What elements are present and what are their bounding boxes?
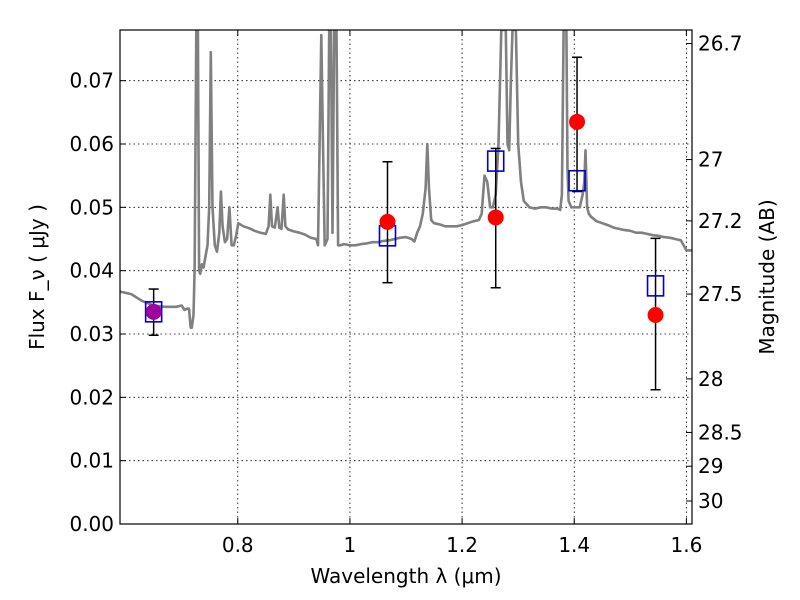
right-tick-label: 28 (698, 367, 723, 391)
right-axis-label: Magnitude (AB) (755, 199, 779, 354)
right-tick-label: 27.2 (698, 209, 743, 233)
x-axis-label: Wavelength λ (μm) (310, 564, 501, 588)
x-tick-label: 1.2 (446, 533, 478, 557)
template-spectrum-line (120, 30, 692, 329)
y-tick-label: 0.06 (69, 132, 114, 156)
observed-flux-point (379, 213, 396, 230)
y-tick-label: 0.07 (69, 69, 114, 93)
observed-flux-point (487, 209, 504, 226)
plot-layer (120, 30, 692, 391)
x-tick-label: 1 (344, 533, 357, 557)
tick-layer: 0.8 1 1.2 1.4 1.6 0.00 0.01 0.02 0.03 0.04 0.05 0.0… (69, 30, 743, 557)
observed-flux-point (647, 307, 664, 323)
y-axis-label: Flux F_ν ( μJy ) (25, 204, 49, 350)
observed-flux-point (569, 113, 586, 130)
right-tick-label: 30 (698, 489, 723, 513)
y-tick-label: 0.02 (69, 385, 114, 409)
y-tick-label: 0.00 (69, 512, 114, 536)
right-tick-label: 27.5 (698, 282, 743, 306)
y-tick-label: 0.03 (69, 322, 114, 346)
plot-frame (119, 29, 693, 525)
observed-flux-point (145, 303, 162, 320)
y-tick-label: 0.01 (69, 449, 114, 473)
right-tick-label: 26.7 (698, 32, 743, 56)
right-tick-label: 27 (698, 148, 723, 172)
model-square-point (646, 275, 665, 297)
model-square-point (568, 169, 586, 192)
x-tick-label: 1.4 (558, 533, 590, 557)
model-square-point (486, 150, 505, 172)
right-tick-label: 28.5 (698, 420, 743, 444)
right-tick-label: 29 (698, 454, 723, 478)
x-tick-label: 0.8 (222, 533, 254, 557)
y-tick-label: 0.05 (69, 195, 114, 219)
x-tick-label: 1.6 (670, 533, 702, 557)
grid-layer (120, 30, 692, 525)
y-tick-label: 0.04 (69, 259, 114, 283)
